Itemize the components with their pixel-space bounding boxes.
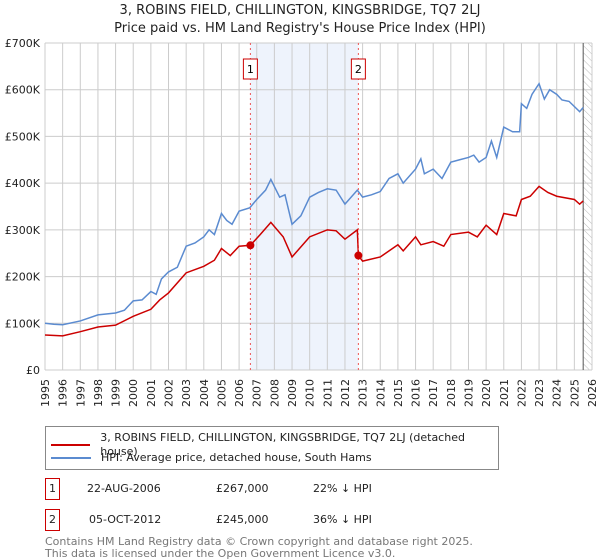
x-tick-label: 2006	[233, 379, 246, 407]
y-tick-label: £500K	[5, 130, 41, 143]
x-tick-label: 1998	[92, 379, 105, 407]
x-tick-label: 1997	[74, 379, 87, 407]
transaction-date: 05-OCT-2012	[89, 513, 162, 526]
x-tick-label: 2002	[163, 379, 176, 407]
y-tick-label: £200K	[5, 271, 41, 284]
transaction-row: 1 22-AUG-2006 £267,000 22% ↓ HPI	[45, 478, 545, 500]
transaction-badge: 2	[45, 509, 60, 531]
transaction-price: £245,000	[216, 513, 269, 526]
sale-point	[354, 251, 363, 260]
forecast-hatch	[583, 43, 592, 370]
y-tick-label: £600K	[5, 84, 41, 97]
transaction-row: 2 05-OCT-2012 £245,000 36% ↓ HPI	[45, 509, 545, 531]
series-line	[44, 185, 584, 337]
x-tick-label: 2010	[304, 379, 317, 407]
legend-property-label: 3, ROBINS FIELD, CHILLINGTON, KINGSBRIDG…	[100, 431, 465, 458]
x-tick-label: 1996	[57, 379, 70, 407]
legend-hpi-label: HPI: Average price, detached house, Sout…	[101, 451, 372, 464]
x-tick-label: 2005	[215, 379, 228, 407]
x-tick-label: 2018	[445, 379, 458, 407]
x-tick-label: 1999	[110, 379, 123, 407]
x-tick-label: 2016	[410, 379, 423, 407]
x-tick-label: 2000	[127, 379, 140, 407]
y-tick-label: £300K	[5, 224, 41, 237]
legend-blue-swatch	[51, 457, 91, 459]
x-tick-label: 2012	[339, 379, 352, 407]
x-tick-label: 2019	[462, 379, 475, 407]
x-tick-label: 2001	[145, 379, 158, 407]
y-tick-label: £400K	[5, 177, 41, 190]
x-tick-label: 2011	[321, 379, 334, 407]
x-tick-label: 2009	[286, 379, 299, 407]
chart-title: 3, ROBINS FIELD, CHILLINGTON, KINGSBRIDG…	[119, 3, 481, 18]
x-tick-label: 2021	[498, 379, 511, 407]
x-tick-label: 1995	[39, 379, 52, 407]
x-tick-label: 2003	[180, 379, 193, 407]
transaction-date: 22-AUG-2006	[87, 482, 161, 495]
transaction-hpi: 36% ↓ HPI	[313, 513, 372, 526]
x-tick-label: 2024	[551, 379, 564, 407]
sale-badge-label: 2	[355, 63, 362, 76]
shaded-period	[250, 43, 359, 370]
sale-badge	[350, 58, 366, 80]
y-tick-label: £0	[26, 364, 40, 377]
transaction-price: £267,000	[216, 482, 269, 495]
sale-point	[246, 241, 255, 250]
transaction-badge: 1	[45, 478, 60, 500]
x-tick-label: 2015	[392, 379, 405, 407]
x-tick-label: 2020	[480, 379, 493, 407]
x-tick-label: 2017	[427, 379, 440, 407]
legend: 3, ROBINS FIELD, CHILLINGTON, KINGSBRIDG…	[45, 426, 499, 470]
sale-badge-label: 1	[247, 63, 254, 76]
x-tick-label: 2025	[568, 379, 581, 407]
x-tick-label: 2023	[533, 379, 546, 407]
x-tick-label: 2008	[268, 379, 281, 407]
footer-copyright: Contains HM Land Registry data © Crown c…	[45, 535, 473, 548]
footer-licence: This data is licensed under the Open Gov…	[45, 547, 396, 560]
price-chart: 1995 1996 1997 1998 1999 2000 2001 2002 2003 2004…	[5, 37, 599, 407]
x-tick-label: 2007	[251, 379, 264, 407]
x-tick-label: 2026	[586, 379, 599, 407]
x-tick-label: 2004	[198, 379, 211, 407]
x-tick-label: 2022	[515, 379, 528, 407]
x-tick-label: 2014	[374, 379, 387, 407]
y-tick-label: £700K	[5, 37, 41, 50]
chart-subtitle: Price paid vs. HM Land Registry's House …	[114, 21, 486, 36]
sale-badge	[242, 58, 258, 80]
series-line	[44, 81, 584, 326]
y-tick-label: £100K	[5, 317, 41, 330]
transaction-hpi: 22% ↓ HPI	[313, 482, 372, 495]
x-tick-label: 2013	[357, 379, 370, 407]
legend-red-swatch	[51, 444, 91, 446]
